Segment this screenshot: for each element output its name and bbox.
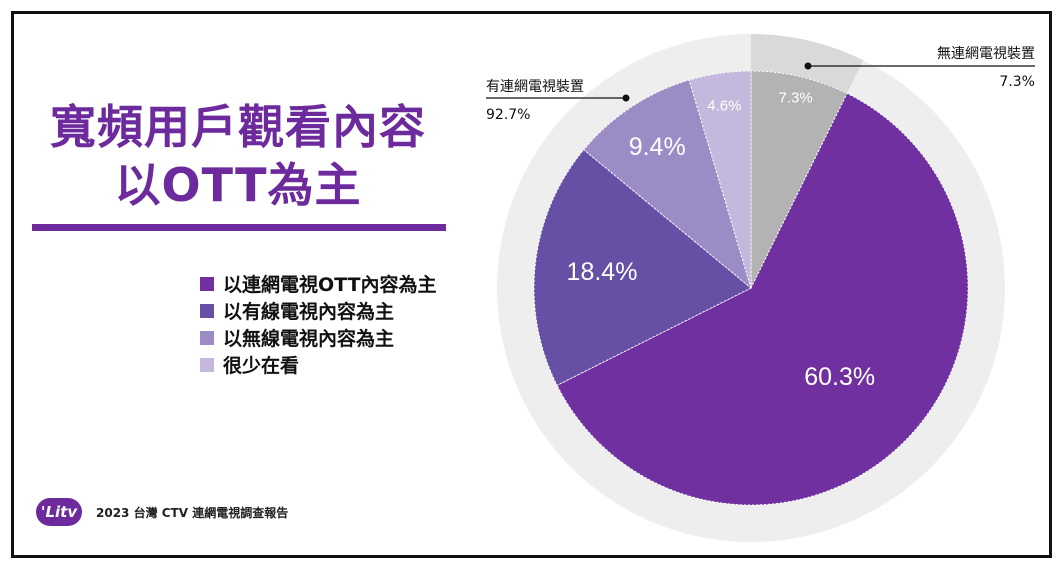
slide-title-line-2: 以OTT為主 (114, 158, 362, 212)
slice-label-4: 4.6% (707, 97, 741, 114)
slide-title-line-1: 寬頻用戶觀看內容 (50, 100, 426, 154)
inner-pie (533, 70, 969, 506)
legend-item-broadcast: 以無線電視內容為主 (200, 324, 437, 351)
callout-dot-unconnected (804, 62, 812, 70)
slice-label-0: 7.3% (778, 90, 812, 107)
legend-swatch-rarely (200, 357, 214, 372)
legend-label-ott: 以連網電視OTT內容為主 (223, 274, 437, 296)
litv-logo: 'Litv (36, 498, 82, 526)
legend-swatch-cable (200, 303, 214, 318)
pie-slice-2 (533, 148, 752, 386)
legend-label-cable: 以有線電視內容為主 (223, 301, 395, 323)
slice-labels: 7.3% 60.3% 18.4% 9.4% 4.6% (567, 90, 876, 392)
legend-item-ott: 以連網電視OTT內容為主 (200, 270, 437, 297)
callout-label-unconnected: 無連網電視裝置 (937, 46, 1035, 62)
legend-item-rarely: 很少在看 (200, 351, 437, 378)
slice-label-1: 60.3% (804, 363, 875, 391)
chart-legend: 以連網電視OTT內容為主 以有線電視內容為主 以無線電視內容為主 很少在看 (200, 270, 437, 378)
slice-label-2: 18.4% (567, 258, 638, 286)
pie-slice-0 (750, 70, 848, 289)
legend-swatch-broadcast (200, 330, 214, 345)
legend-label-rarely: 很少在看 (223, 355, 300, 377)
footer-source: 2023 台灣 CTV 連網電視調查報告 (96, 505, 289, 520)
legend-swatch-ott (200, 276, 214, 291)
pie-slice-3 (583, 79, 752, 290)
title-underline (32, 224, 446, 231)
callout-label-connected: 有連網電視裝置 (486, 79, 584, 95)
pie-slice-1 (556, 92, 969, 506)
legend-item-cable: 以有線電視內容為主 (200, 297, 437, 324)
footer: 'Litv 2023 台灣 CTV 連網電視調查報告 (36, 498, 288, 526)
callout-value-connected: 92.7% (486, 107, 530, 123)
callout-dot-connected (622, 94, 630, 102)
callout-value-unconnected: 7.3% (999, 74, 1035, 90)
legend-label-broadcast: 以無線電視內容為主 (223, 328, 395, 350)
pie-slice-4 (688, 70, 752, 289)
slice-label-3: 9.4% (629, 133, 686, 161)
